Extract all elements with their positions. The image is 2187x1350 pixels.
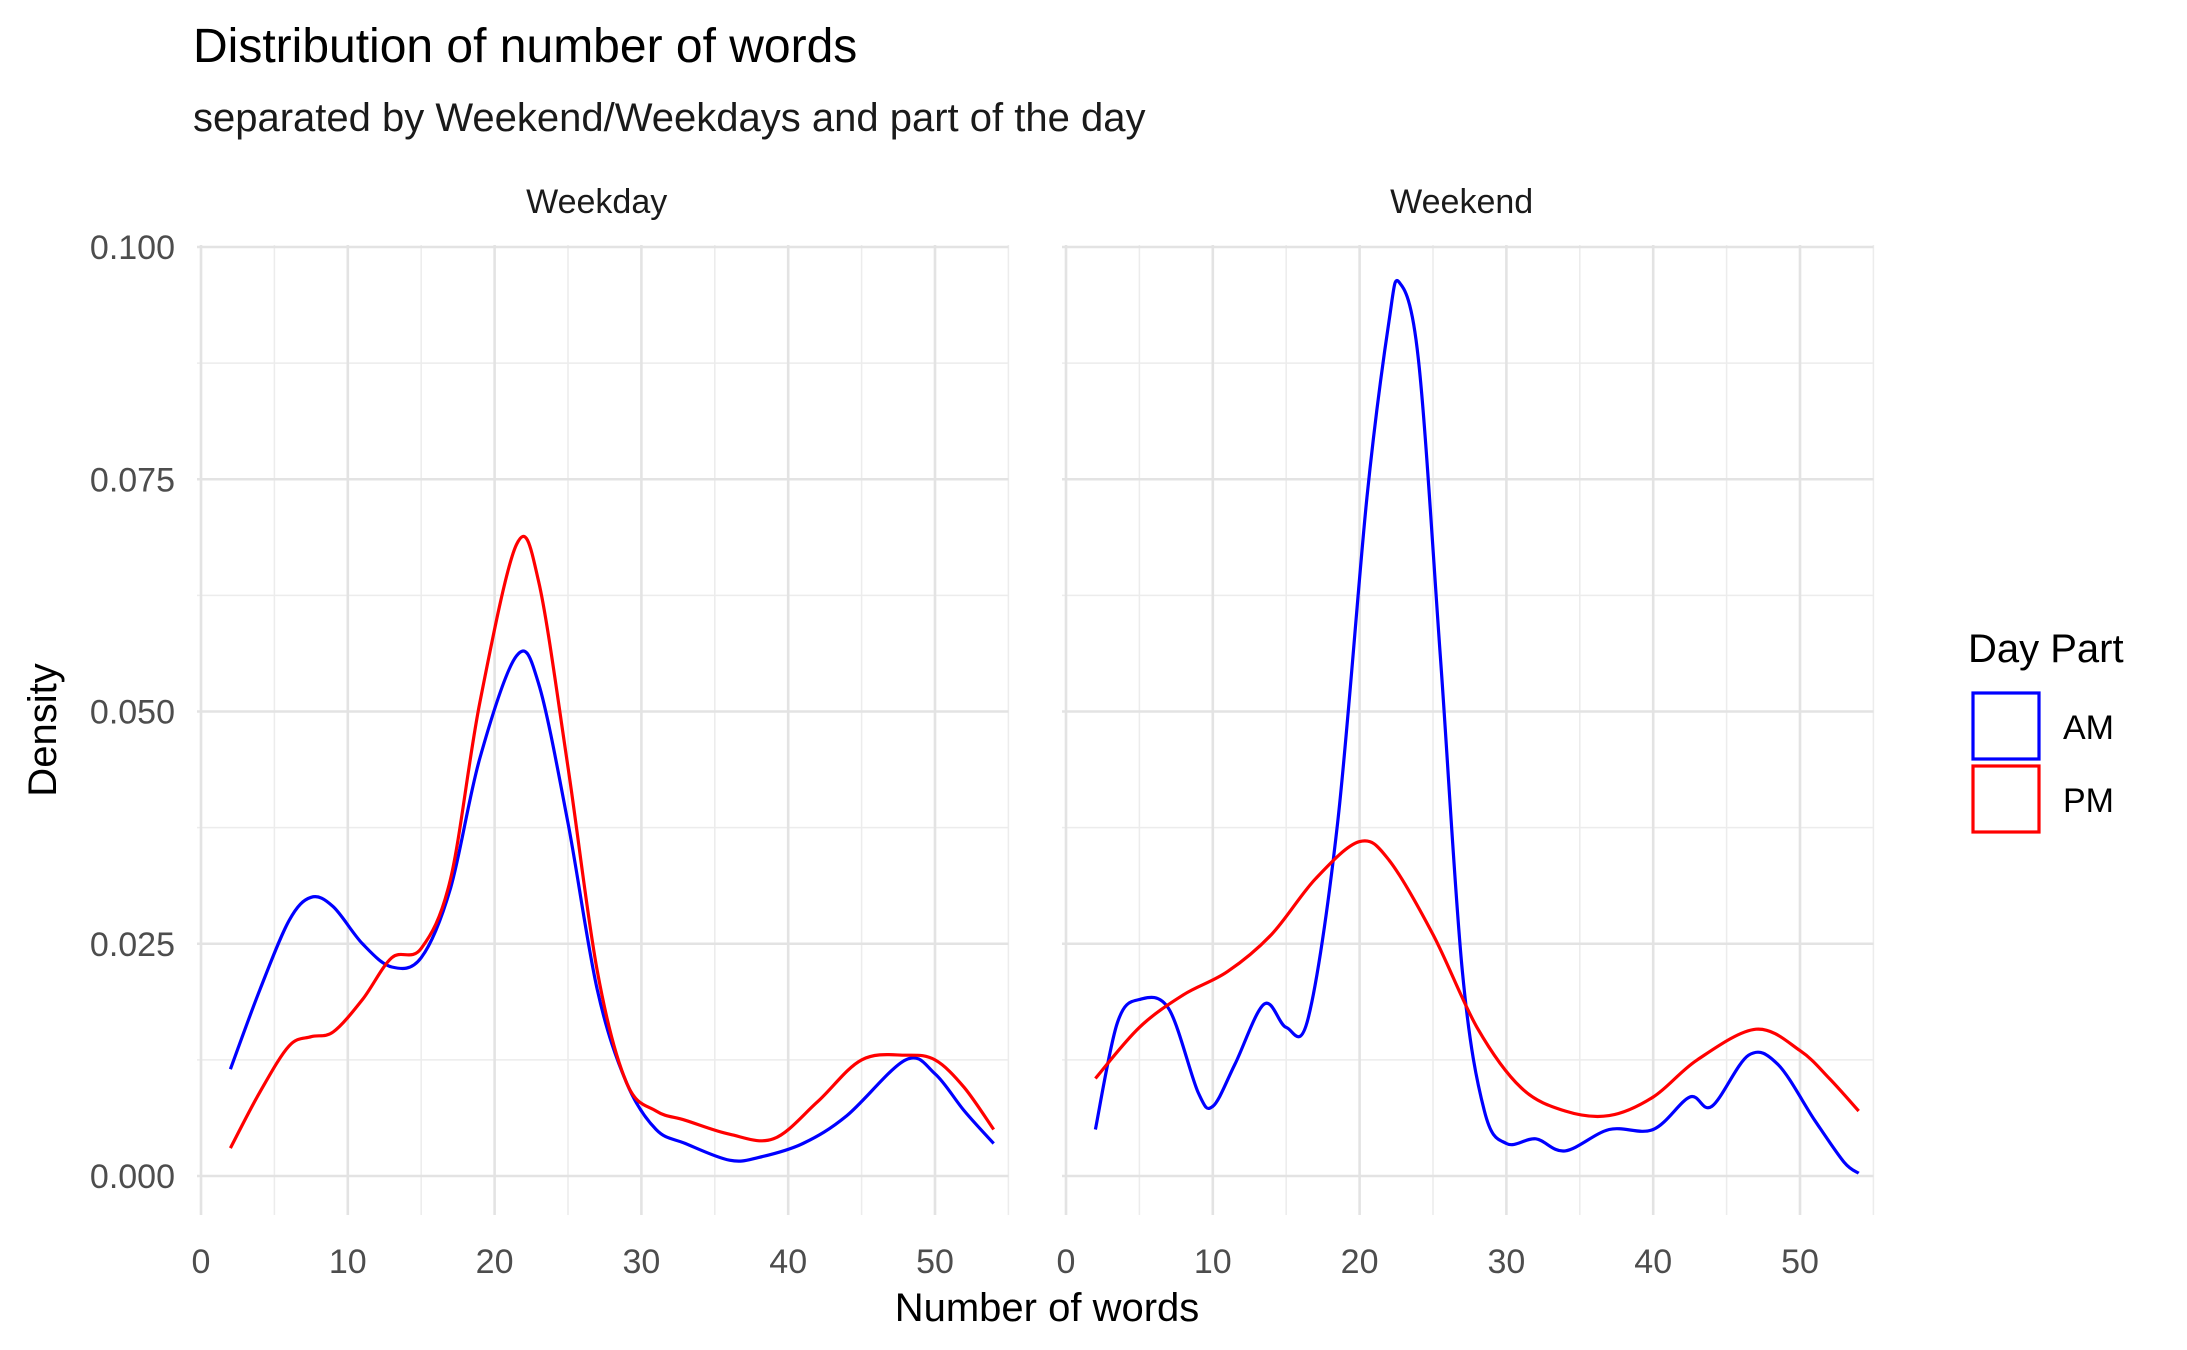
x-tick-labels: 0 10 20 30 40 50 (192, 1243, 954, 1281)
legend-item-pm: PM (1971, 764, 2114, 834)
legend-item-am: AM (1971, 691, 2114, 761)
x-tick-label: 10 (1194, 1243, 1232, 1281)
legend-items: AM PM (1971, 691, 2114, 834)
series-line-am (228, 649, 995, 1163)
x-tick-label: 0 (1057, 1243, 1076, 1281)
panel-weekend: Weekend 0 10 20 30 40 50 (1057, 183, 1875, 1281)
legend-key (1971, 691, 2041, 761)
y-tick-label: 0.075 (90, 461, 175, 499)
major-gridlines (1062, 245, 1874, 1215)
legend-title: Day Part (1968, 627, 2124, 671)
x-tick-labels: 0 10 20 30 40 50 (1057, 1243, 1819, 1281)
y-tick-label: 0.025 (90, 926, 175, 964)
series-line-am (1093, 279, 1860, 1175)
chart-subtitle: separated by Weekend/Weekdays and part o… (193, 96, 1145, 140)
minor-gridlines (197, 245, 1010, 1215)
y-axis-title: Density (21, 663, 65, 796)
y-tick-labels: 0.000 0.025 0.050 0.075 0.100 (90, 229, 175, 1196)
x-tick-label: 30 (622, 1243, 660, 1281)
minor-gridlines (1062, 245, 1875, 1215)
y-tick-label: 0.000 (90, 1158, 175, 1196)
y-tick-label: 0.050 (90, 694, 175, 732)
x-tick-label: 10 (329, 1243, 367, 1281)
x-axis-title: Number of words (895, 1286, 1200, 1330)
legend-label: PM (2063, 782, 2114, 820)
y-tick-label: 0.100 (90, 229, 175, 267)
x-tick-label: 50 (916, 1243, 954, 1281)
facet-label: Weekend (1390, 183, 1533, 221)
series-line-pm (228, 535, 996, 1149)
legend-label: AM (2063, 709, 2114, 747)
facet-label: Weekday (526, 183, 667, 221)
x-tick-label: 20 (476, 1243, 514, 1281)
legend-key (1971, 764, 2041, 834)
major-gridlines (197, 245, 1009, 1215)
x-tick-label: 0 (192, 1243, 211, 1281)
x-tick-label: 30 (1487, 1243, 1525, 1281)
series-line-pm (1094, 839, 1860, 1119)
legend: Day Part AM PM (1968, 627, 2124, 834)
x-tick-label: 20 (1341, 1243, 1379, 1281)
x-tick-label: 40 (769, 1243, 807, 1281)
chart-title: Distribution of number of words (193, 20, 857, 73)
x-tick-label: 40 (1634, 1243, 1672, 1281)
x-tick-label: 50 (1781, 1243, 1819, 1281)
